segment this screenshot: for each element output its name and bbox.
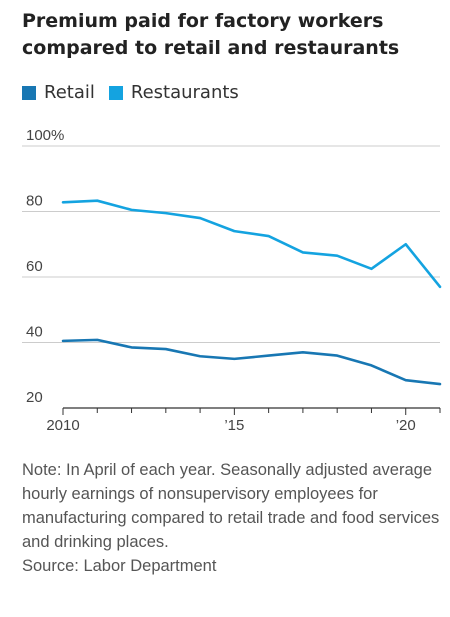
- y-tick-label: 100%: [26, 127, 64, 144]
- legend-label-retail: Retail: [44, 82, 95, 103]
- legend-swatch-retail: [22, 85, 36, 100]
- series-line-restaurants: [61, 199, 442, 289]
- y-tick-label: 20: [26, 389, 43, 406]
- legend-item-restaurants: Restaurants: [108, 82, 239, 103]
- y-tick-label: 40: [26, 324, 43, 341]
- x-tick-label: 2010: [46, 417, 79, 434]
- x-tick-label: ’20: [396, 417, 416, 434]
- legend-label-restaurants: Restaurants: [130, 82, 239, 103]
- chart-legend: Retail Restaurants: [22, 82, 253, 103]
- chart-note: Note: In April of each year. Seasonally …: [22, 461, 440, 551]
- x-tick-label: ’15: [224, 417, 244, 434]
- chart-title: Premium paid for factory workers compare…: [22, 10, 400, 59]
- y-tick-label: 60: [26, 258, 43, 275]
- legend-swatch-restaurants: [108, 85, 123, 100]
- legend-item-retail: Retail: [22, 82, 95, 103]
- series-line-retail: [61, 338, 442, 386]
- y-tick-label: 80: [26, 193, 43, 210]
- chart-source: Source: Labor Department: [22, 557, 217, 575]
